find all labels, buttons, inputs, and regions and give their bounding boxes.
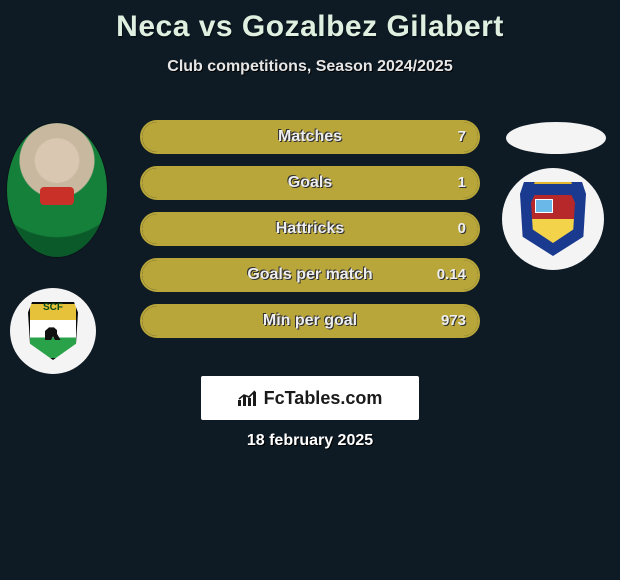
stat-value: 973 bbox=[441, 306, 466, 336]
stat-value: 0 bbox=[458, 214, 466, 244]
stat-label: Goals per match bbox=[142, 260, 478, 290]
crown-icon bbox=[534, 172, 572, 184]
stats-list: Matches 7 Goals 1 Hattricks 0 Goals per … bbox=[140, 120, 480, 350]
stat-row: Hattricks 0 bbox=[140, 212, 480, 246]
shield-inner-icon bbox=[531, 195, 575, 243]
stat-label: Matches bbox=[142, 122, 478, 152]
page-title: Neca vs Gozalbez Gilabert bbox=[0, 10, 620, 44]
barchart-icon bbox=[238, 390, 258, 406]
stat-row: Min per goal 973 bbox=[140, 304, 480, 338]
date-label: 18 february 2025 bbox=[0, 432, 620, 450]
club-shield-left-icon bbox=[28, 302, 78, 360]
subtitle: Club competitions, Season 2024/2025 bbox=[0, 58, 620, 76]
brand-label: FcTables.com bbox=[264, 388, 383, 409]
stat-value: 1 bbox=[458, 168, 466, 198]
brand-box: FcTables.com bbox=[201, 376, 419, 420]
player-avatar-right bbox=[506, 122, 606, 154]
right-column bbox=[502, 122, 614, 270]
infographic: Neca vs Gozalbez Gilabert Club competiti… bbox=[0, 0, 620, 460]
stat-label: Min per goal bbox=[142, 306, 478, 336]
left-column bbox=[6, 122, 118, 374]
club-badge-left bbox=[10, 288, 96, 374]
stat-label: Hattricks bbox=[142, 214, 478, 244]
stat-row: Matches 7 bbox=[140, 120, 480, 154]
stat-row: Goals per match 0.14 bbox=[140, 258, 480, 292]
stat-row: Goals 1 bbox=[140, 166, 480, 200]
stat-label: Goals bbox=[142, 168, 478, 198]
stat-value: 7 bbox=[458, 122, 466, 152]
player-avatar-left bbox=[6, 122, 108, 258]
stat-value: 0.14 bbox=[437, 260, 466, 290]
club-shield-right-icon bbox=[520, 182, 586, 256]
club-badge-right bbox=[502, 168, 604, 270]
